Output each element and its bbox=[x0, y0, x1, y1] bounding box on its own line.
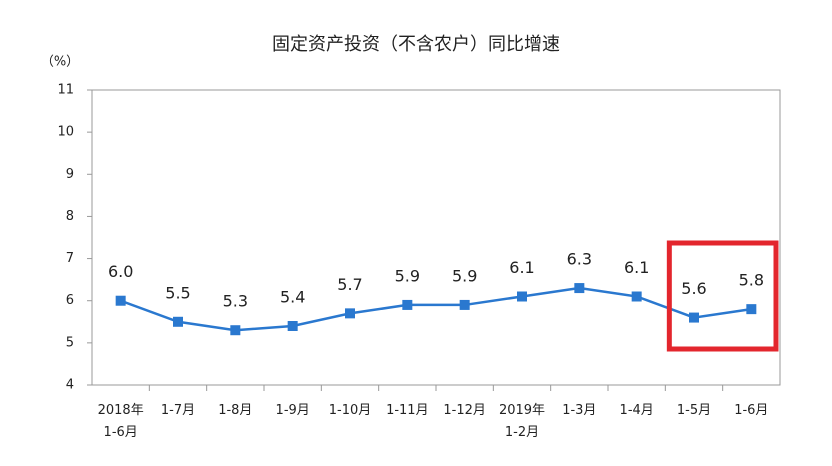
x-tick-label: 1-4月 bbox=[620, 403, 654, 418]
value-label: 5.4 bbox=[280, 288, 305, 307]
value-label: 6.1 bbox=[624, 258, 649, 277]
x-tick-label: 1-6月 bbox=[734, 403, 768, 418]
y-tick-label: 6 bbox=[66, 293, 74, 308]
value-label: 5.8 bbox=[739, 271, 764, 290]
value-label: 5.6 bbox=[681, 279, 706, 298]
y-tick-label: 9 bbox=[66, 167, 74, 182]
point bbox=[459, 299, 470, 310]
point bbox=[631, 291, 642, 302]
point bbox=[115, 295, 126, 306]
point bbox=[689, 312, 699, 323]
value-label: 6.1 bbox=[509, 258, 534, 277]
y-tick-label: 4 bbox=[66, 378, 74, 393]
point bbox=[402, 299, 413, 310]
point bbox=[287, 321, 298, 331]
point bbox=[574, 283, 585, 294]
x-tick-label: 1-3月 bbox=[562, 403, 596, 418]
x-tick-label: 1-8月 bbox=[218, 403, 252, 418]
point bbox=[746, 304, 757, 315]
point bbox=[517, 291, 527, 302]
plot-frame bbox=[91, 89, 781, 386]
y-tick-label: 11 bbox=[57, 83, 74, 98]
value-label: 5.9 bbox=[395, 266, 420, 285]
point bbox=[345, 308, 355, 319]
value-label: 5.3 bbox=[223, 292, 248, 311]
value-label: 5.7 bbox=[337, 275, 362, 294]
x-tick-label: 1-11月 bbox=[386, 403, 429, 418]
y-tick-label: 7 bbox=[66, 251, 74, 266]
y-tick-label: 8 bbox=[66, 209, 74, 224]
x-tick-label: 2019年 1-2月 bbox=[499, 403, 545, 440]
x-tick-label: 1-5月 bbox=[677, 403, 711, 418]
x-tick-label: 2018年 1-6月 bbox=[98, 403, 144, 440]
y-axis-label: （%） bbox=[41, 55, 79, 70]
x-tick-label: 1-12月 bbox=[443, 403, 486, 418]
x-tick-label: 1-9月 bbox=[276, 403, 310, 418]
value-label: 6.3 bbox=[567, 250, 592, 269]
chart-title: 固定资产投资（不含农户）同比增速 bbox=[272, 34, 560, 55]
y-tick-label: 10 bbox=[57, 125, 74, 140]
line bbox=[120, 286, 752, 332]
value-label: 6.0 bbox=[108, 262, 133, 281]
point bbox=[173, 316, 183, 327]
y-tick-label: 5 bbox=[66, 335, 74, 350]
point bbox=[230, 325, 241, 336]
value-label: 5.9 bbox=[452, 266, 477, 285]
value-label: 5.5 bbox=[165, 283, 190, 302]
highlight-box bbox=[666, 240, 779, 352]
x-tick-label: 1-10月 bbox=[329, 403, 372, 418]
x-tick-label: 1-7月 bbox=[161, 403, 195, 418]
